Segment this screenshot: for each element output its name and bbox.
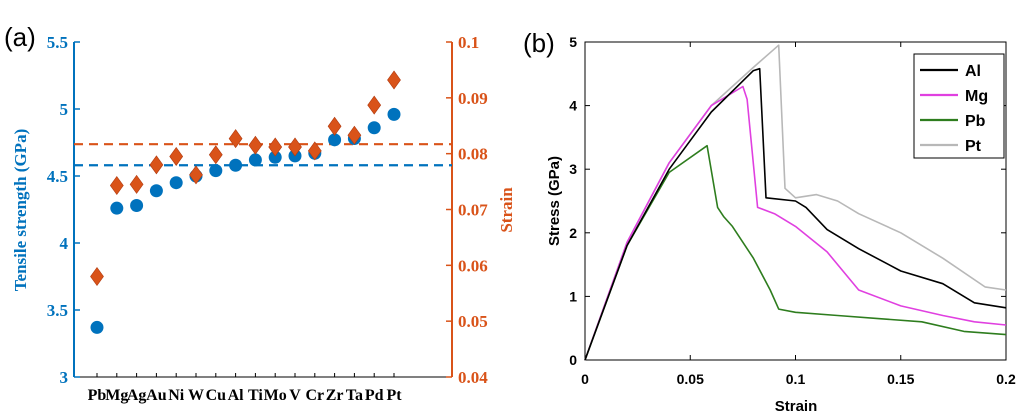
x-tick-label: Mo [264,387,287,404]
x-tick-label: Pt [386,387,402,404]
left-tick-label: 3 [60,368,69,387]
series-line-al [584,67,1007,361]
right-tick-label: 0.09 [458,89,488,108]
left-axis-label: Tensile strength (GPa) [11,129,30,291]
strain-point [367,95,382,115]
x-tick-label: Pb [88,387,107,404]
legend-box [913,53,1005,159]
x-tick-label: Pd [365,387,384,404]
strain-point [327,116,342,136]
legend-label-al: Al [965,63,981,80]
x-tick-label: 0.15 [887,371,914,387]
y-tick-label: 5 [569,34,577,50]
y-tick-label: 2 [569,225,577,241]
left-tick-label: 5.5 [47,33,68,52]
strain-point [248,135,263,155]
panel-a-label: (a) [4,22,36,52]
panel-a-chart: (a) 33.544.555.5 0.040.050.060.070.080.0… [4,22,516,404]
tensile-strength-point [169,176,183,190]
right-y-ticks: 0.04 0.05 0.06 0.07 0.08 0.09 0.1 [446,33,488,387]
right-tick-label: 0.1 [458,33,479,52]
x-tick-label: 0.1 [786,371,806,387]
right-tick-label: 0.08 [458,145,488,164]
right-tick-label: 0.04 [458,368,488,387]
legend-label-pb: Pb [965,113,986,130]
x-tick-label: 0.2 [996,371,1016,387]
x-tick-label: Au [146,387,167,404]
tensile-strength-point [209,164,223,178]
right-axis-label: Strain [497,187,516,233]
tensile-strength-point [268,150,282,164]
strain-point [90,266,104,287]
left-tick-label: 4.5 [47,167,68,186]
right-tick-label: 0.06 [458,256,488,275]
tensile-strength-point [229,158,243,172]
strain-point [149,155,164,175]
strain-point [129,174,144,194]
strain-point [347,125,362,145]
strain-point [387,70,401,90]
x-tick-label: Cr [305,387,324,404]
y-tick-label: 1 [569,288,577,304]
strain-point [268,137,283,157]
legend-label-mg: Mg [965,88,988,105]
left-tick-label: 5 [60,100,69,119]
strain-point [228,129,243,149]
tensile-strength-point [248,153,262,167]
x-tick-label: Ti [248,387,263,404]
series-line-mg [584,85,1007,361]
strain-point [189,165,203,185]
y-axis-label: Stress (GPa) [546,156,563,246]
left-y-ticks: 3 3.5 4 4.5 5 5.5 [47,33,80,387]
x-tick-label: Al [228,387,245,404]
scatter-markers [90,70,401,334]
x-tick-label: W [188,387,204,404]
x-tick-label: 0.05 [677,371,704,387]
tensile-strength-point [367,121,381,135]
y-tick-label: 0 [569,352,577,368]
panel-b-label: (b) [523,28,555,58]
tensile-strength-point [149,184,163,198]
x-tick-label: Mg [105,387,128,404]
legend: Al Mg Pb Pt [913,53,1005,159]
x-tick-label: Zr [326,387,344,404]
tensile-strength-point [110,201,124,215]
x-tick-label: Cu [206,387,227,404]
tensile-strength-point [328,133,342,147]
x-tick-label: Ni [168,387,185,404]
tensile-strength-point [130,198,144,212]
y-ticks: 0 1 2 3 4 5 [569,34,1006,368]
tensile-strength-point [90,320,104,334]
left-tick-label: 4 [60,234,69,253]
strain-point [109,175,124,196]
x-ticks: 0 0.05 0.1 0.15 0.2 [581,42,1016,387]
y-tick-label: 4 [569,98,577,114]
tensile-strength-point [387,107,401,121]
x-axis-label: Strain [775,398,818,415]
x-tick-label: 0 [581,371,589,387]
strain-point [288,137,302,157]
right-tick-label: 0.07 [458,201,488,220]
strain-point [208,145,223,165]
y-tick-label: 3 [569,161,577,177]
strain-point [307,141,322,161]
series-line-pb [584,144,1007,361]
x-tick-label: Ag [127,387,147,404]
right-tick-label: 0.05 [458,312,488,331]
strain-point [169,146,184,166]
x-tick-label: V [289,387,301,404]
x-tick-label: Ta [346,387,363,404]
left-tick-label: 3.5 [47,301,68,320]
stress-strain-curves [584,44,1007,361]
legend-label-pt: Pt [965,138,982,155]
